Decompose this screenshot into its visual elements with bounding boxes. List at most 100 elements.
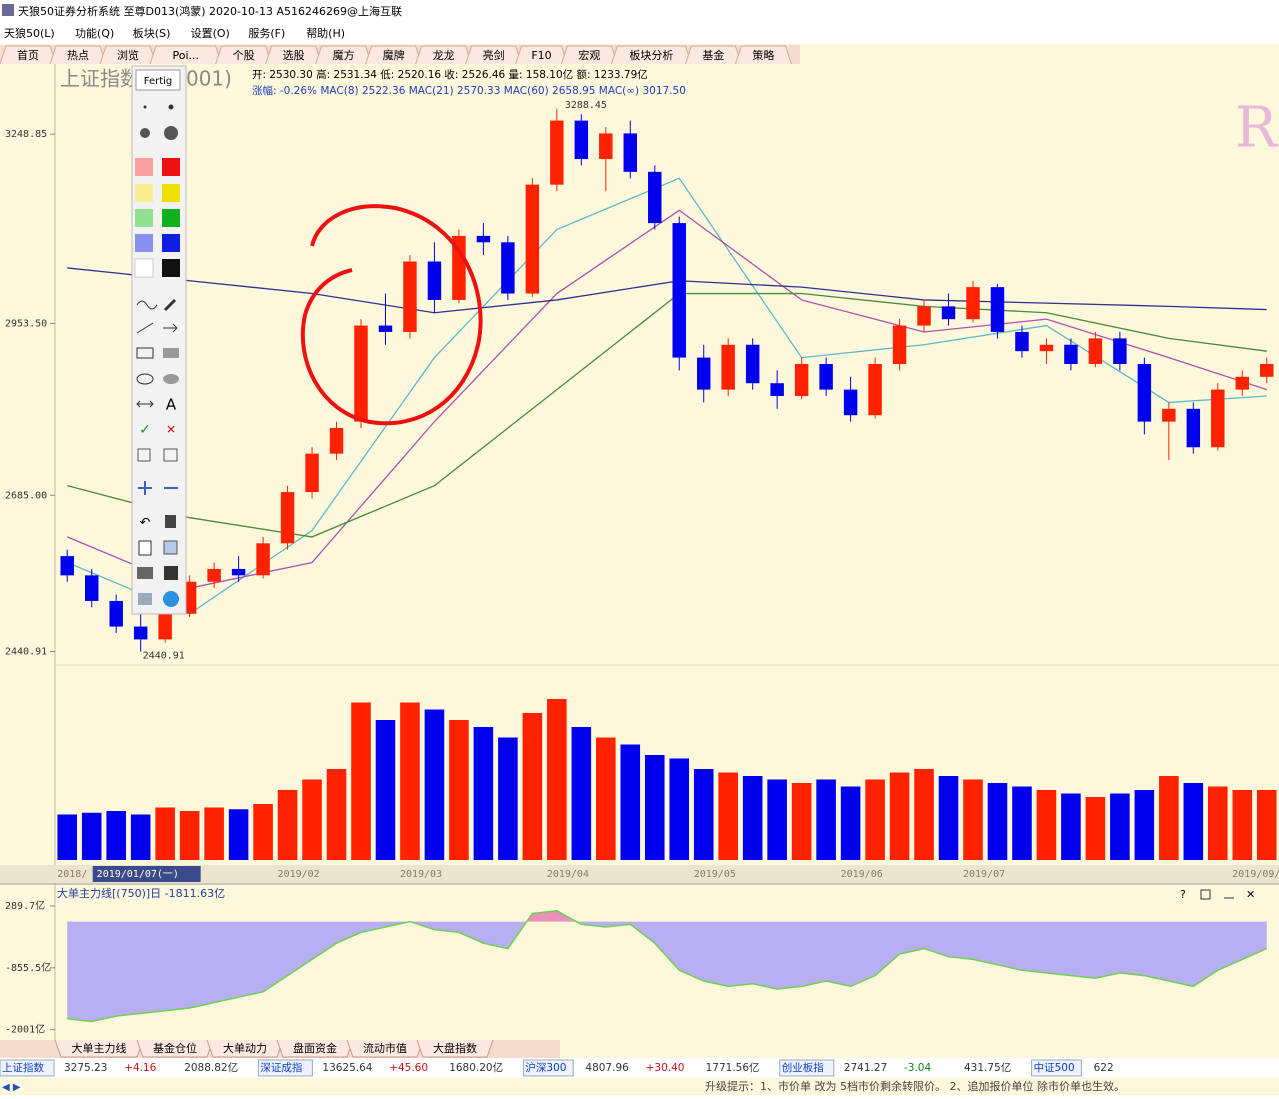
tool-info[interactable]	[163, 591, 179, 607]
tool-save[interactable]	[164, 566, 178, 580]
color-swatch[interactable]	[135, 234, 153, 252]
tab-label[interactable]: F10	[531, 49, 551, 62]
tool-rect-filled[interactable]	[163, 348, 179, 358]
tab-label[interactable]: 魔方	[333, 48, 355, 62]
candle-body	[599, 133, 613, 160]
volume-bar	[963, 779, 983, 860]
candle-body	[280, 492, 295, 544]
candle-body	[1088, 338, 1103, 364]
tool-delete[interactable]	[165, 515, 176, 528]
menu-item[interactable]: 板块(S)	[133, 26, 171, 40]
tool-freehand[interactable]	[136, 300, 158, 310]
status-box	[1031, 1059, 1082, 1077]
app-icon	[2, 4, 14, 16]
tab-label[interactable]: 策略	[752, 48, 774, 62]
tab-label[interactable]: 亮剑	[483, 48, 505, 62]
indicator-title: 大单主力线[(750)]日 -1811.63亿	[57, 886, 225, 900]
tool-ellipse-filled[interactable]	[163, 374, 179, 384]
tool-ellipse[interactable]	[136, 373, 154, 385]
tab-label[interactable]: 魔牌	[383, 48, 405, 62]
tool-new[interactable]	[138, 540, 152, 556]
status-field: +30.40	[646, 1062, 685, 1074]
scroll-arrows[interactable]: ◀ ▶	[2, 1082, 21, 1093]
tool-plus[interactable]	[138, 481, 152, 495]
x-tick-label: 2019/04	[547, 869, 589, 880]
volume-bar	[987, 783, 1008, 860]
x-tick-label: 2019/02	[278, 869, 320, 880]
candle-body	[1015, 331, 1029, 352]
x-tick-label: 2019/01/07(一)	[97, 869, 179, 880]
color-swatch[interactable]	[162, 209, 180, 227]
tab-label[interactable]: 板块分析	[629, 48, 673, 62]
color-swatch[interactable]	[135, 158, 153, 176]
tool-copy[interactable]	[163, 540, 178, 555]
tool-crop[interactable]	[137, 448, 151, 462]
volume-bar	[1183, 783, 1204, 860]
window-controls[interactable]: ? ✕	[1180, 888, 1255, 901]
pen-size[interactable]	[140, 128, 150, 138]
tool-eraser[interactable]	[163, 298, 177, 312]
maximize-button[interactable]	[1200, 889, 1211, 900]
tab-label[interactable]: 选股	[283, 49, 305, 62]
tab-label[interactable]: 流动市值	[363, 1041, 407, 1055]
volume-bar	[1232, 790, 1253, 860]
color-swatch[interactable]	[162, 184, 180, 202]
tool-arrow[interactable]	[163, 323, 178, 333]
color-swatch[interactable]	[134, 258, 154, 278]
candle-body	[1162, 408, 1176, 422]
tab[interactable]	[734, 45, 792, 65]
tool-measure[interactable]	[136, 400, 154, 408]
tool-cross[interactable]: ✕	[166, 423, 176, 437]
tab-label[interactable]: 龙龙	[433, 49, 455, 62]
color-swatch[interactable]	[162, 259, 180, 277]
tab-label[interactable]: 个股	[233, 49, 255, 62]
menu-item[interactable]: 服务(F)	[248, 27, 285, 40]
help-button[interactable]: ?	[1180, 888, 1186, 901]
tab-label[interactable]: 宏观	[578, 48, 600, 62]
color-swatch[interactable]	[135, 184, 153, 202]
tool-screen[interactable]	[138, 593, 152, 605]
status-box	[779, 1059, 835, 1077]
status-field: 4807.96	[585, 1062, 629, 1074]
tab-label[interactable]: 基金	[702, 48, 724, 62]
candle-body	[305, 453, 319, 493]
menu-item[interactable]: 功能(Q)	[75, 26, 114, 40]
tab-label[interactable]: 盘面资金	[293, 1041, 337, 1055]
color-swatch[interactable]	[162, 234, 180, 252]
tab-label[interactable]: 基金仓位	[153, 1041, 197, 1055]
volume-bar	[620, 744, 641, 860]
status-field: +4.16	[124, 1062, 156, 1074]
fertig-button[interactable]	[135, 69, 181, 91]
tool-zoom[interactable]	[163, 448, 178, 462]
tab-label[interactable]: 大单动力	[223, 1041, 267, 1055]
volume-bar	[1085, 797, 1106, 860]
color-swatch[interactable]	[135, 209, 153, 227]
tab-label[interactable]: 大盘指数	[433, 1041, 477, 1055]
tab[interactable]	[416, 1039, 494, 1058]
status-field: 3275.23	[64, 1062, 107, 1074]
tool-text[interactable]: A	[166, 396, 177, 414]
tab-label[interactable]: 首页	[17, 48, 39, 62]
pen-size[interactable]	[143, 105, 147, 109]
status-field: 沪深300	[525, 1061, 566, 1074]
tab-label[interactable]: Poi...	[173, 49, 200, 62]
tool-line[interactable]	[136, 322, 154, 334]
pen-size[interactable]	[168, 104, 174, 110]
tool-rect[interactable]	[136, 347, 154, 359]
menu-item[interactable]: 帮助(H)	[306, 26, 345, 40]
color-swatch[interactable]	[162, 158, 180, 176]
tool-check[interactable]: ✓	[139, 422, 151, 438]
tab-label[interactable]: 大单主力线	[72, 1041, 127, 1055]
tab-label[interactable]: 热点	[67, 49, 89, 62]
close-button[interactable]: ✕	[1246, 888, 1255, 901]
tab-label[interactable]: 浏览	[117, 48, 139, 62]
candle-body	[794, 363, 809, 397]
menu-item[interactable]: 设置(O)	[191, 27, 230, 40]
volume-bar	[498, 737, 518, 860]
status-field: 2741.27	[844, 1062, 887, 1074]
fertig-label[interactable]: Fertig	[144, 76, 173, 87]
tool-print[interactable]	[137, 567, 153, 579]
tool-undo[interactable]: ↶	[140, 516, 151, 531]
pen-size[interactable]	[164, 126, 178, 140]
menu-item[interactable]: 天狼50(L)	[4, 26, 55, 40]
